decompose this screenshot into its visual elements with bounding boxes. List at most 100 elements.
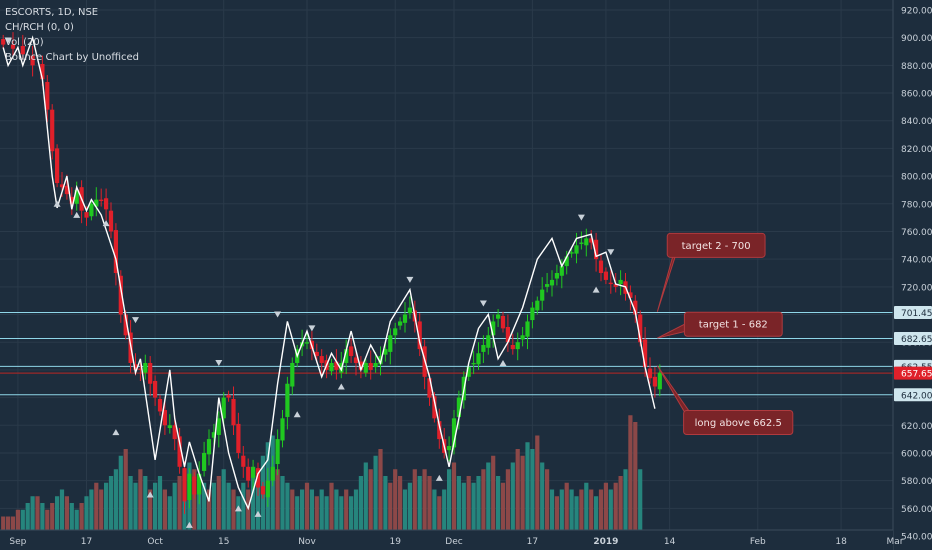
candle-body xyxy=(290,362,295,387)
volume-bar xyxy=(363,462,368,530)
volume-bar xyxy=(123,449,128,530)
candle-body xyxy=(589,238,594,243)
candle-body xyxy=(221,397,226,419)
indicator-volume[interactable]: Vol (20) xyxy=(5,37,44,48)
candle-body xyxy=(584,238,589,246)
volume-bar xyxy=(162,489,167,530)
candle-body xyxy=(202,452,207,471)
volume-bar xyxy=(216,476,221,530)
volume-bar xyxy=(427,476,432,530)
candle-body xyxy=(598,260,604,273)
volume-bar xyxy=(172,482,177,530)
volume-bar xyxy=(564,482,569,530)
volume-bar xyxy=(138,469,143,530)
candle-body xyxy=(20,45,25,55)
price-badge xyxy=(894,306,932,320)
volume-bar xyxy=(50,503,55,530)
indicator-ch-rch[interactable]: CH/RCH (0, 0) xyxy=(5,22,74,33)
pivot-marker xyxy=(293,411,301,418)
candle-body xyxy=(344,349,349,363)
volume-bar xyxy=(10,516,16,530)
volume-bar xyxy=(422,469,427,530)
candle-body xyxy=(618,279,623,285)
candle-body xyxy=(515,342,520,350)
symbol-title[interactable]: ESCORTS, 1D, NSE xyxy=(5,7,99,18)
candle-body xyxy=(265,480,270,498)
volume-bar xyxy=(442,489,447,530)
volume-bar xyxy=(167,496,172,530)
candle-body xyxy=(113,230,118,273)
candle-body xyxy=(643,339,648,368)
volume-bar xyxy=(20,509,25,530)
candle-body xyxy=(559,266,564,276)
candle-body xyxy=(260,486,265,495)
volume-bar xyxy=(241,482,246,530)
y-tick-label: 900.00 xyxy=(901,34,932,44)
candle-body xyxy=(481,344,486,352)
volume-bar xyxy=(540,462,545,530)
candle-body xyxy=(525,321,530,337)
annotation-box xyxy=(683,311,783,337)
volume-bar xyxy=(618,476,623,530)
candle-body xyxy=(211,432,216,438)
candle-body xyxy=(540,289,545,301)
price-badge xyxy=(894,388,932,402)
volume-bar xyxy=(143,476,148,530)
pivot-marker xyxy=(102,220,110,227)
volume-bar xyxy=(623,469,628,530)
volume-bar xyxy=(192,469,197,530)
volume-bar xyxy=(515,449,520,530)
candle-body xyxy=(368,362,373,370)
candle-body xyxy=(393,328,398,336)
volume-bar xyxy=(500,482,506,530)
candle-body xyxy=(652,376,657,387)
volume-bar xyxy=(569,489,574,530)
annotation-label: target 2 - 700 xyxy=(682,241,751,252)
volume-bar xyxy=(603,482,608,530)
volume-bar xyxy=(554,496,559,530)
volume-bar xyxy=(633,422,638,530)
volume-bar xyxy=(226,482,231,530)
volume-bar xyxy=(211,482,216,530)
pivot-marker xyxy=(73,211,81,218)
volume-bar xyxy=(55,496,60,530)
price-axis[interactable]: 540.00560.00580.00600.00620.00640.00660.… xyxy=(901,7,932,543)
candle-body xyxy=(30,55,35,66)
candle-body xyxy=(398,321,403,326)
volume-bar xyxy=(530,449,535,530)
volume-bar xyxy=(113,469,118,530)
annotation-box xyxy=(666,232,766,258)
time-axis[interactable]: Sep17Oct15Nov19Dec17201914Feb18Mar18 xyxy=(9,537,932,547)
volume-bar xyxy=(349,496,354,530)
candle-body xyxy=(466,367,471,377)
volume-bar xyxy=(451,462,457,530)
candle-body xyxy=(246,466,251,481)
volume-bar xyxy=(505,469,510,530)
candle-body xyxy=(148,362,153,384)
pivot-marker xyxy=(215,359,223,366)
volume-bar xyxy=(486,462,491,530)
volume-bar xyxy=(15,509,20,530)
x-tick-label: 2019 xyxy=(593,537,618,547)
volume-bar xyxy=(206,489,212,530)
bounce-zigzag xyxy=(2,35,656,511)
pivot-marker xyxy=(4,37,12,44)
annotations: target 2 - 700 target 1 - 682 long above 6… xyxy=(656,232,794,435)
candle-body xyxy=(500,315,506,329)
volume-bar xyxy=(334,489,339,530)
pivot-marker xyxy=(607,249,615,256)
candle-body xyxy=(471,362,476,365)
candle-body xyxy=(285,383,290,417)
volume-bar xyxy=(358,476,363,530)
candle-body xyxy=(447,446,452,451)
volume-bar xyxy=(133,482,138,530)
candle-body xyxy=(633,300,638,315)
indicator-bounce-chart[interactable]: Bounce Chart by Unofficed xyxy=(5,52,140,63)
y-tick-label: 800.00 xyxy=(901,173,932,183)
volume-bar xyxy=(280,476,285,530)
volume-bar xyxy=(412,469,417,530)
volume-bar xyxy=(579,489,584,530)
candle-body xyxy=(402,314,408,323)
